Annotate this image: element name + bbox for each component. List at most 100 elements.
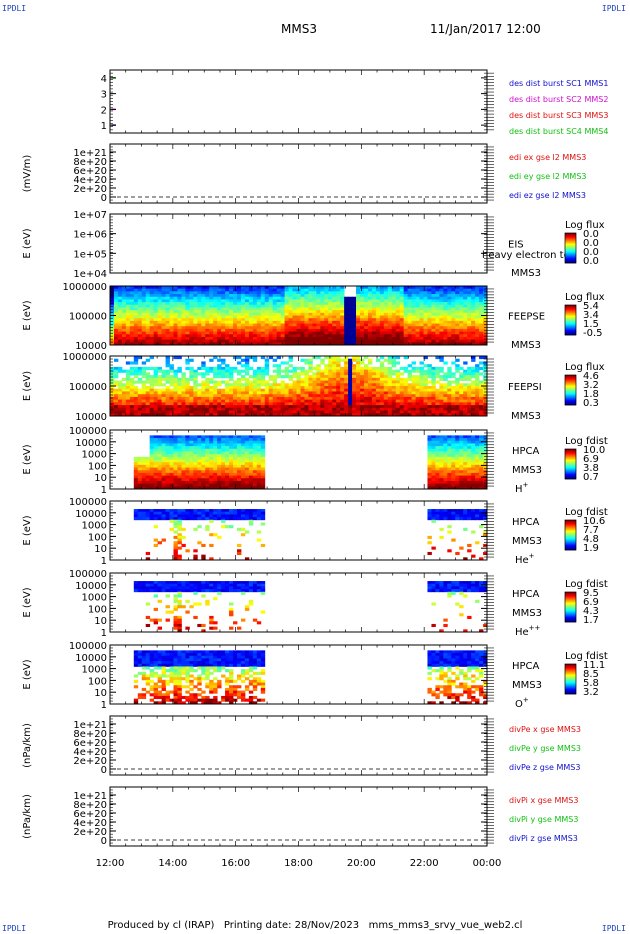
heatmap-cell	[177, 320, 182, 324]
heatmap-cell	[221, 413, 226, 417]
heatmap-cell	[149, 464, 155, 468]
heatmap-cell	[244, 456, 250, 460]
heatmap-cell	[336, 410, 341, 414]
heatmap-cell	[157, 331, 162, 335]
heatmap-cell	[149, 407, 155, 411]
heatmap-cell	[221, 331, 226, 335]
heatmap-cell	[129, 407, 135, 411]
heatmap-cell	[225, 446, 230, 450]
heatmap-cell	[431, 342, 436, 346]
heatmap-cell	[379, 299, 385, 303]
heatmap-cell	[137, 399, 143, 403]
heatmap-cell	[340, 334, 345, 338]
heatmap-cell	[399, 366, 405, 371]
heatmap-cell	[177, 296, 182, 300]
heatmap-cell	[217, 372, 222, 376]
heatmap-cell	[149, 339, 155, 343]
heatmap-cell	[248, 304, 254, 308]
heatmap-cell	[181, 372, 186, 376]
heatmap-cell	[276, 302, 282, 306]
heatmap-cell	[280, 320, 286, 324]
heatmap-cell	[387, 296, 393, 300]
heatmap-cell	[133, 480, 139, 485]
heatmap-cell	[244, 366, 250, 371]
heatmap-cell	[356, 339, 361, 343]
heatmap-cell	[407, 334, 412, 338]
heatmap-cell	[379, 402, 385, 406]
heatmap-cell	[129, 391, 135, 395]
heatmap-cell	[157, 312, 162, 316]
heatmap-cell	[137, 475, 143, 479]
heatmap-cell	[308, 405, 313, 409]
heatmap-cell	[391, 369, 397, 373]
heatmap-cell	[173, 315, 178, 319]
heatmap-cell	[320, 399, 325, 403]
heatmap-cell	[328, 356, 333, 360]
heatmap-cell	[435, 339, 440, 343]
heatmap-cell	[244, 342, 250, 346]
heatmap-cell	[395, 304, 401, 308]
heatmap-cell	[375, 336, 381, 341]
heatmap-cell	[240, 470, 246, 474]
heatmap-cell	[137, 294, 143, 298]
heatmap-cell	[137, 413, 143, 417]
heatmap-cell	[197, 475, 202, 479]
heatmap-cell	[117, 413, 123, 417]
heatmap-cell	[415, 339, 420, 343]
heatmap-cell	[328, 361, 333, 365]
heatmap-cell	[161, 410, 166, 414]
colorbar-step	[565, 311, 576, 313]
heatmap-cell	[244, 448, 250, 452]
heatmap-cell	[125, 323, 131, 327]
heatmap-cell	[363, 323, 369, 327]
heatmap-cell	[395, 383, 401, 387]
heatmap-cell	[435, 391, 440, 395]
y-tick-label: 1e+04	[73, 269, 107, 280]
heatmap-cell	[379, 302, 385, 306]
heatmap-cell	[356, 356, 361, 360]
heatmap-cell	[475, 372, 480, 376]
heatmap-cell	[379, 383, 385, 387]
heatmap-cell	[383, 342, 389, 346]
heatmap-cell	[185, 296, 190, 300]
heatmap-cell	[332, 288, 337, 292]
heatmap-cell	[161, 288, 166, 292]
heatmap-cell	[479, 299, 484, 303]
heatmap-cell	[328, 388, 333, 392]
heatmap-cell	[312, 410, 317, 414]
heatmap-cell	[276, 375, 282, 379]
heatmap-cell	[205, 318, 210, 322]
heatmap-cell	[141, 407, 147, 411]
heatmap-cell	[427, 312, 432, 316]
heatmap-cell	[332, 326, 337, 330]
heatmap-cell	[363, 312, 369, 316]
heatmap-cell	[367, 296, 373, 300]
heatmap-cell	[443, 315, 448, 319]
heatmap-cell	[459, 402, 464, 406]
heatmap-cell	[316, 334, 321, 338]
heatmap-cell	[240, 375, 246, 379]
heatmap-cell	[435, 372, 440, 376]
heatmap-cell	[320, 372, 325, 376]
y-tick-label: 100000	[69, 382, 107, 393]
heatmap-cell	[435, 394, 440, 398]
heatmap-cell	[189, 480, 194, 485]
heatmap-cell	[363, 413, 369, 417]
heatmap-cell	[248, 462, 254, 466]
heatmap-cell	[447, 391, 452, 395]
heatmap-cell	[399, 299, 405, 303]
heatmap-cell	[340, 342, 345, 346]
heatmap-cell	[431, 410, 436, 414]
heatmap-cell	[363, 366, 369, 371]
heatmap-cell	[296, 310, 301, 314]
heatmap-cell	[193, 464, 198, 468]
heatmap-cell	[185, 480, 190, 485]
heatmap-cell	[197, 470, 202, 474]
heatmap-cell	[248, 435, 254, 439]
heatmap-cell	[157, 448, 162, 452]
heatmap-cell	[260, 410, 266, 414]
heatmap-cell	[236, 486, 242, 490]
heatmap-cell	[117, 396, 123, 401]
heatmap-cell	[153, 369, 159, 373]
heatmap-cell	[137, 288, 143, 292]
